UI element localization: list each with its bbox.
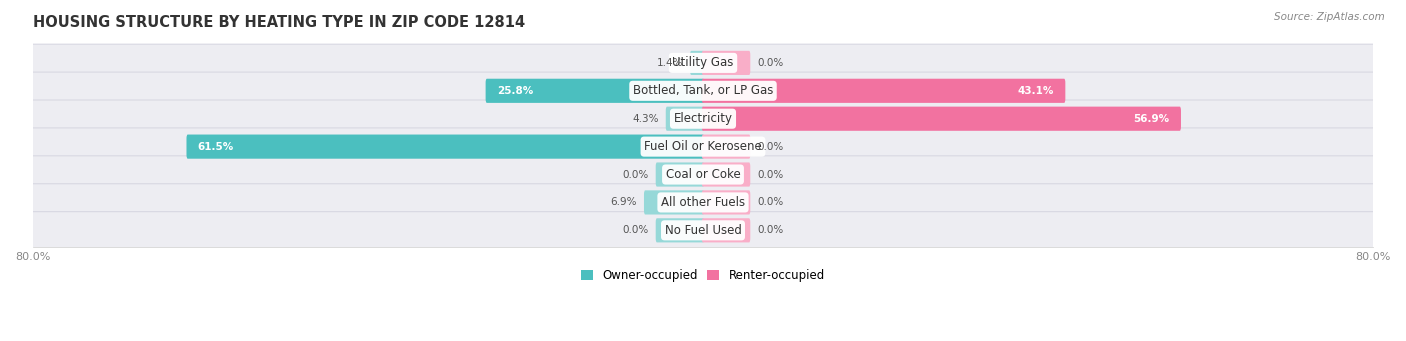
Text: 1.4%: 1.4%: [657, 58, 683, 68]
FancyBboxPatch shape: [485, 79, 704, 103]
Text: 0.0%: 0.0%: [758, 169, 783, 179]
Text: 0.0%: 0.0%: [758, 58, 783, 68]
FancyBboxPatch shape: [644, 190, 704, 214]
Legend: Owner-occupied, Renter-occupied: Owner-occupied, Renter-occupied: [576, 264, 830, 287]
FancyBboxPatch shape: [702, 51, 751, 75]
Text: 4.3%: 4.3%: [633, 114, 658, 124]
FancyBboxPatch shape: [30, 44, 1376, 81]
FancyBboxPatch shape: [30, 156, 1376, 193]
Text: 0.0%: 0.0%: [623, 225, 648, 235]
FancyBboxPatch shape: [30, 72, 1376, 109]
FancyBboxPatch shape: [30, 100, 1376, 137]
Text: 0.0%: 0.0%: [758, 142, 783, 152]
Text: 0.0%: 0.0%: [758, 225, 783, 235]
Text: 43.1%: 43.1%: [1018, 86, 1054, 96]
Text: Coal or Coke: Coal or Coke: [665, 168, 741, 181]
Text: Fuel Oil or Kerosene: Fuel Oil or Kerosene: [644, 140, 762, 153]
FancyBboxPatch shape: [702, 162, 751, 187]
Text: 0.0%: 0.0%: [623, 169, 648, 179]
Text: No Fuel Used: No Fuel Used: [665, 224, 741, 237]
FancyBboxPatch shape: [655, 218, 704, 242]
Text: 25.8%: 25.8%: [496, 86, 533, 96]
Text: 0.0%: 0.0%: [758, 197, 783, 207]
FancyBboxPatch shape: [702, 79, 1066, 103]
FancyBboxPatch shape: [30, 212, 1376, 249]
FancyBboxPatch shape: [187, 135, 704, 159]
FancyBboxPatch shape: [702, 190, 751, 214]
FancyBboxPatch shape: [702, 107, 1181, 131]
FancyBboxPatch shape: [690, 51, 704, 75]
Text: Bottled, Tank, or LP Gas: Bottled, Tank, or LP Gas: [633, 84, 773, 97]
Text: 6.9%: 6.9%: [610, 197, 637, 207]
FancyBboxPatch shape: [30, 184, 1376, 221]
Text: 56.9%: 56.9%: [1133, 114, 1170, 124]
FancyBboxPatch shape: [702, 135, 751, 159]
Text: Utility Gas: Utility Gas: [672, 56, 734, 69]
FancyBboxPatch shape: [702, 218, 751, 242]
Text: HOUSING STRUCTURE BY HEATING TYPE IN ZIP CODE 12814: HOUSING STRUCTURE BY HEATING TYPE IN ZIP…: [32, 15, 524, 30]
Text: 61.5%: 61.5%: [198, 142, 233, 152]
FancyBboxPatch shape: [666, 107, 704, 131]
Text: Electricity: Electricity: [673, 112, 733, 125]
FancyBboxPatch shape: [30, 128, 1376, 165]
FancyBboxPatch shape: [655, 162, 704, 187]
Text: Source: ZipAtlas.com: Source: ZipAtlas.com: [1274, 12, 1385, 22]
Text: All other Fuels: All other Fuels: [661, 196, 745, 209]
